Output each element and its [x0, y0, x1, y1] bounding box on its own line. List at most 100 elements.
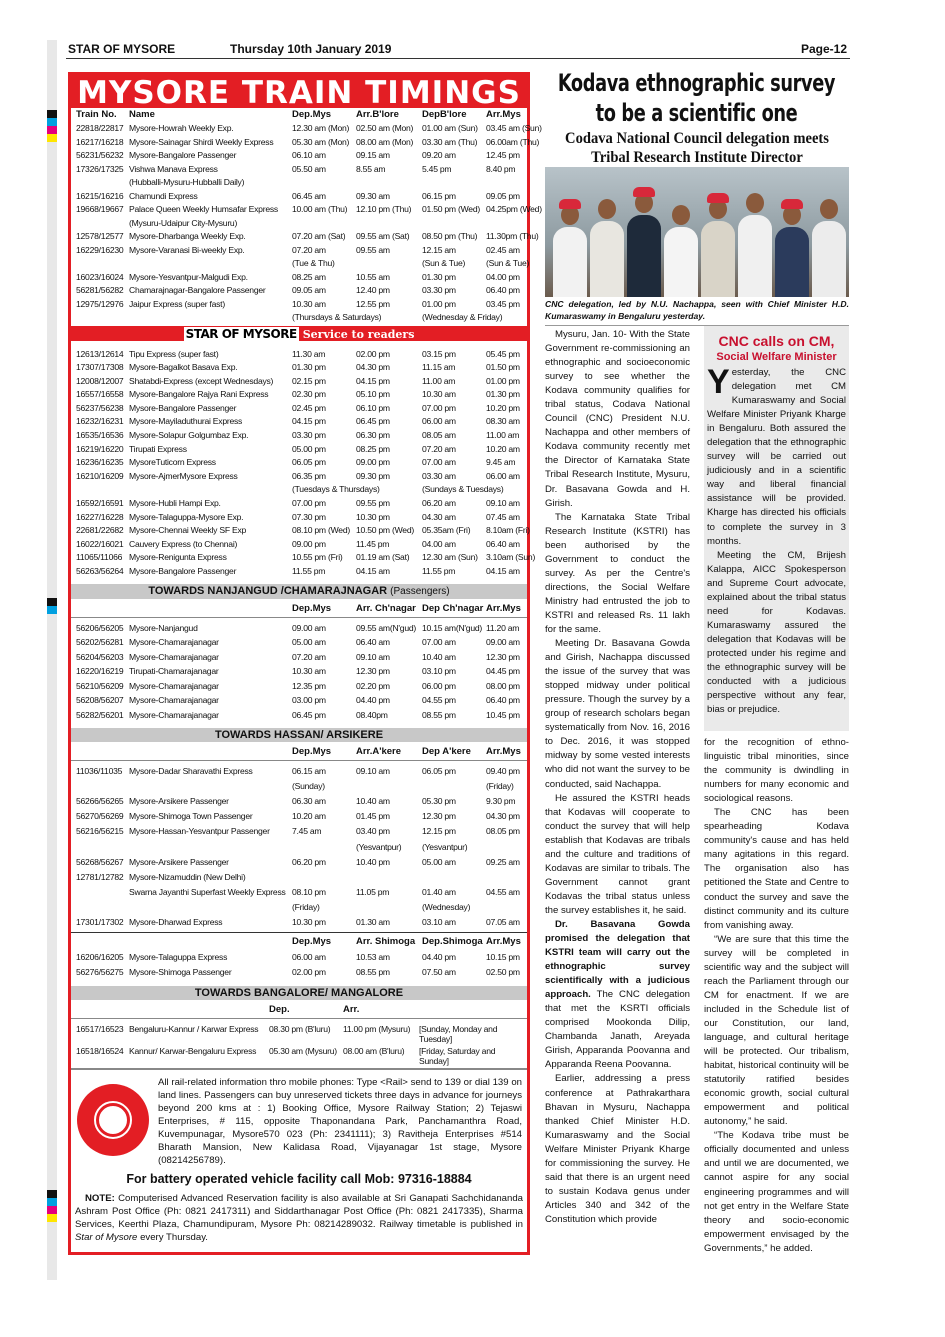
table-cell: 16215/16216: [76, 190, 124, 201]
table-cell: 11.00 pm (Mysuru): [343, 1024, 411, 1035]
table-row: Swarna Jayanthi Superfast Weekly Express…: [71, 885, 527, 900]
table-cell: 08.25 am: [292, 271, 326, 282]
table-cell: 56237/56238: [76, 402, 124, 413]
table-cell: 10.20 am: [486, 443, 520, 454]
header-rule: [66, 58, 850, 59]
registration-mark: [47, 606, 57, 614]
delegation-photo: [545, 167, 849, 297]
table-cell: (Yesvantpur): [356, 841, 402, 852]
table-row: 16229/16230 Mysore-Varanasi Bi-weekly Exp…: [71, 243, 527, 257]
table-cell: 03.45 pm: [486, 298, 520, 309]
person-figure: [775, 227, 809, 297]
sidebar-box: CNC calls on CM, Social Welfare Minister…: [704, 326, 849, 731]
battery-vehicle-info: For battery operated vehicle facility ca…: [126, 1172, 472, 1187]
table-row: (Hubballi-Mysuru-Hubballi Daily): [71, 175, 527, 189]
table-cell: 04.30 pm: [486, 811, 520, 822]
person-figure: [738, 215, 772, 297]
person-head: [820, 199, 838, 219]
table-cell: 06.30 pm: [356, 430, 390, 441]
column-header-row: Dep. Arr.: [71, 1003, 527, 1018]
person-figure: [553, 227, 587, 297]
table-cell: 56270/56269: [76, 811, 124, 822]
table-cell: 12975/12976: [76, 298, 124, 309]
table-cell: Mysore-Talaguppa Express: [129, 952, 228, 963]
sidebar-subtitle: Social Welfare Minister: [716, 351, 837, 363]
table-cell: Swarna Jayanthi Superfast Weekly Express: [129, 886, 286, 897]
table-cell: 07.00 am: [422, 457, 456, 468]
table-cell: 01.00 pm: [486, 375, 520, 386]
table-cell: 05.30 am (Mysuru): [269, 1046, 337, 1057]
registration-mark: [47, 134, 57, 142]
table-cell: Mysore-Dharwad Express: [129, 917, 223, 928]
table-cell: 09.30 am: [356, 190, 390, 201]
table-cell: 56208/56207: [76, 695, 124, 706]
table-cell: 04.25pm (Wed): [486, 204, 542, 214]
table-cell: 04.40 pm: [356, 695, 390, 706]
sidebar-paragraph: Meeting the CM, Brijesh Kalappa, AICC Sp…: [707, 549, 846, 716]
article-subheadline: Codava National Council delegation meets…: [545, 129, 850, 167]
table-cell: 07.05 am: [486, 917, 520, 928]
table-row: 56208/56207 Mysore-Chamarajanagar 03.00 pm…: [71, 693, 527, 708]
article-paragraph: He assured the KSTRI heads that Kodavas …: [545, 792, 690, 916]
table-cell: (Thursdays & Saturdays): [292, 312, 382, 322]
table-cell: Mysore-Nizamuddin (New Delhi): [129, 871, 246, 882]
table-row: (Tuesdays & Thursdays) (Sundays & Tuesday…: [71, 482, 527, 496]
table-row: 56276/56275 Mysore-Shimoga Passenger 02.00…: [71, 965, 527, 980]
table-row: 12781/12782 Mysore-Nizamuddin (New Delhi): [71, 870, 527, 885]
table-cell: 56210/56209: [76, 680, 124, 691]
table-cell: Mysore-Chamarajanagar: [129, 651, 219, 662]
registration-mark: [47, 1206, 57, 1214]
table-cell: (Tue & Thu): [292, 258, 335, 268]
paragraph-text: The CNC delegation that met the KSRTI of…: [545, 989, 690, 1071]
photo-caption: CNC delegation, led by N.U. Nachappa, se…: [545, 298, 849, 326]
table-cell: 01.45 pm: [356, 811, 390, 822]
table-cell: 10.00 am (Thu): [292, 204, 348, 214]
table-cell: Chamundi Express: [129, 190, 198, 201]
table-cell: 05.10 pm: [356, 389, 390, 400]
article-column-1: Mysuru, Jan. 10- With the State Governme…: [545, 328, 690, 1227]
table-cell: 3.10am (Sun): [486, 552, 536, 563]
table-cell: Mysore-Chamarajanagar: [129, 695, 219, 706]
table-cell: 16229/16230: [76, 244, 124, 255]
table-cell: 9.45 am: [486, 457, 516, 468]
table-cell: 06.00am (Thu): [486, 136, 540, 147]
table-cell: 10.55 am: [356, 271, 390, 282]
table-cell: 12578/12577: [76, 231, 124, 241]
table-cell: 5.45 pm: [422, 163, 452, 174]
table-cell: Mysore-Varanasi Bi-weekly Exp.: [129, 244, 245, 255]
table-cell: 12.30 am (Sun): [422, 552, 478, 563]
table-cell: 06.45 pm: [292, 709, 326, 720]
table-cell: Mysore-Dadar Sharavathi Express: [129, 766, 253, 777]
table-cell: 10.30 pm: [292, 917, 326, 928]
note-label: NOTE:: [85, 1193, 115, 1205]
table-row: 56270/56269 Mysore-Shimoga Town Passenger…: [71, 809, 527, 824]
table-cell: Mysore-Talaguppa-Mysore Exp.: [129, 511, 244, 522]
table-row: 16535/16536 Mysore-Solapur Golgumbaz Exp.…: [71, 428, 527, 442]
table-cell: Mysore-Nanjangud: [129, 622, 198, 633]
table-cell: 08.05 pm: [486, 826, 520, 837]
registration-mark: [47, 1214, 57, 1222]
table-row: 56266/56265 Mysore-Arsikere Passenger 06.3…: [71, 794, 527, 809]
table-cell: Mysore-Chamarajanagar: [129, 709, 219, 720]
table-cell: 12.45 pm: [486, 150, 520, 160]
table-cell: 02.15 pm: [292, 375, 326, 386]
table-cell: 06.30 am: [292, 796, 326, 807]
table-cell: 04.40 pm: [422, 952, 456, 963]
table-cell: (Mysuru-Udaipur City-Mysuru): [129, 217, 238, 228]
article-paragraph: Earlier, addressing a press conference a…: [545, 1073, 690, 1225]
table-cell: 10.45 pm: [486, 709, 520, 720]
table-cell: (Yesvantpur): [422, 841, 468, 852]
table-row: 19668/19667 Palace Queen Weekly Humsafar …: [71, 202, 542, 216]
divider: [71, 616, 527, 618]
table-cell: 05.35am (Fri): [422, 525, 471, 536]
table-cell: 02.30 pm: [292, 389, 326, 400]
table-cell: Palace Queen Weekly Humsafar Express: [129, 204, 278, 214]
table-row: 56281/56282 Chamarajnagar-Bangalore Passe…: [71, 283, 527, 297]
table-cell: 17307/17308: [76, 362, 124, 373]
table-cell: (Sun & Tue): [422, 258, 466, 268]
indian-railway-logo: [77, 1084, 149, 1157]
margin-strip: [47, 40, 57, 1280]
table-cell: 06.40 pm: [486, 695, 520, 706]
section-title: TOWARDS HASSAN/ ARSIKERE: [71, 728, 527, 743]
table-row: 16217/16218 Mysore-Sainagar Shirdi Weekly…: [71, 135, 539, 149]
